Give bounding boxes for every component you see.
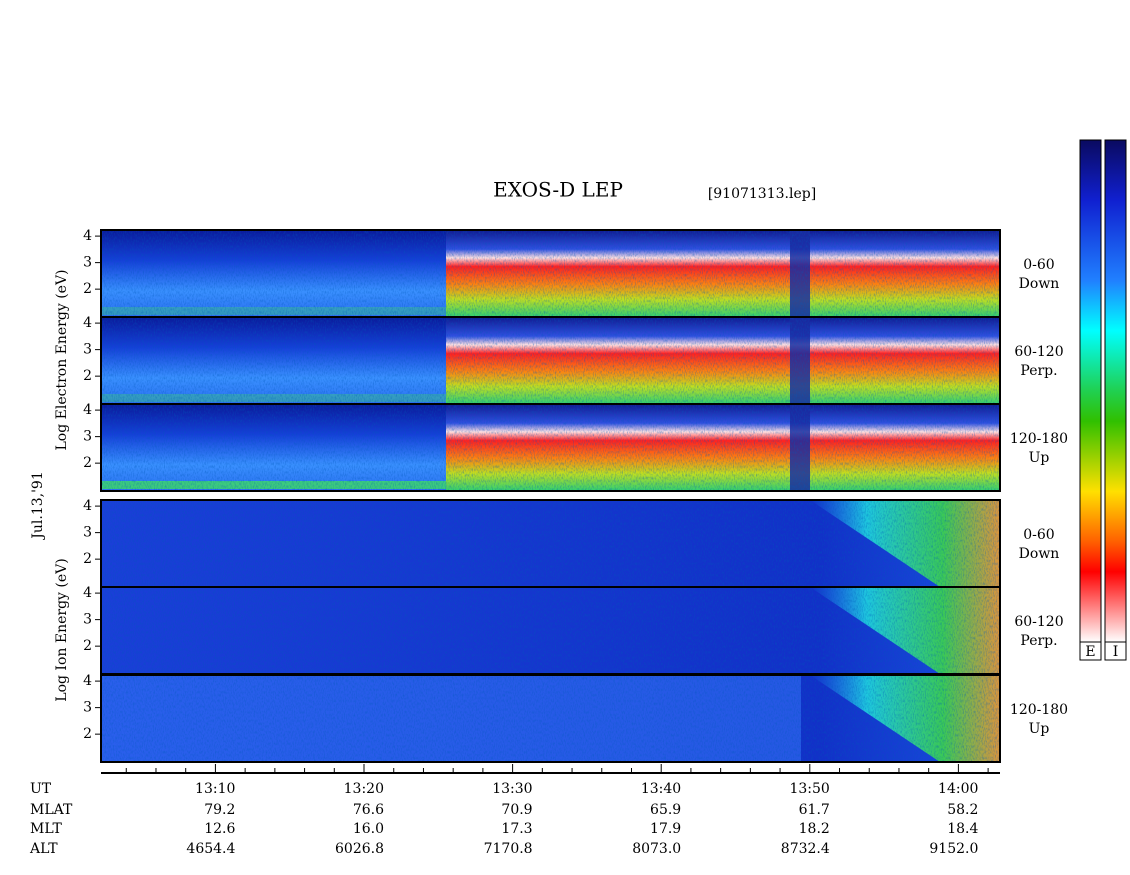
table-cell: 70.9: [501, 802, 532, 818]
y-axis-title: Log Electron Energy (eV): [54, 269, 70, 450]
y-tick-label: 3: [83, 255, 92, 271]
table-cell: 79.2: [204, 802, 235, 818]
table-cell: 6026.8: [335, 841, 384, 857]
colorbar-label: I: [1113, 644, 1119, 660]
y-tick-label: 2: [83, 726, 92, 742]
y-tick-label: 4: [83, 315, 92, 331]
row-label: UT: [30, 781, 52, 797]
x-tick-label: 13:30: [492, 781, 532, 797]
y-tick-label: 2: [83, 455, 92, 471]
y-tick-label: 3: [83, 342, 92, 358]
table-cell: 17.9: [650, 821, 681, 837]
x-tick-label: 13:20: [344, 781, 384, 797]
subtitle: [91071313.lep]: [708, 186, 816, 202]
table-cell: 8073.0: [632, 841, 681, 857]
table-cell: 61.7: [799, 802, 830, 818]
y-tick-label: 2: [83, 551, 92, 567]
table-cell: 9152.0: [929, 841, 978, 857]
panel-label: Perp.: [1020, 633, 1057, 649]
panel-label: 0-60: [1023, 257, 1054, 273]
y-tick-label: 4: [83, 498, 92, 514]
table-cell: 17.3: [501, 821, 532, 837]
panel-label: Down: [1019, 276, 1060, 292]
panel-frame: [100, 403, 1001, 492]
x-tick-label: 14:00: [938, 781, 978, 797]
row-label: ALT: [29, 841, 58, 857]
noise: [101, 317, 1000, 404]
colorbar: [1104, 139, 1127, 643]
panel-label: 120-180: [1010, 702, 1068, 718]
panel-frame: [100, 674, 1001, 763]
y-tick-label: 2: [83, 281, 92, 297]
table-cell: 58.2: [947, 802, 978, 818]
colorbars: E I: [1079, 139, 1127, 661]
noise: [101, 587, 1000, 674]
panel-label: 0-60: [1023, 527, 1054, 543]
colorbar-box: [1079, 641, 1102, 661]
x-tick-label: 13:40: [641, 781, 681, 797]
y-tick-label: 4: [83, 228, 92, 244]
noise: [101, 500, 1000, 587]
date-label: Jul.13,'91: [30, 471, 46, 540]
colorbar: [1079, 139, 1102, 643]
y-axis-title: Log Ion Energy (eV): [54, 558, 70, 701]
table-cell: 18.4: [947, 821, 978, 837]
row-label: MLT: [30, 821, 62, 837]
table-cell: 16.0: [353, 821, 384, 837]
table-cell: 12.6: [204, 821, 235, 837]
y-tick-label: 4: [83, 585, 92, 601]
y-tick-label: 4: [83, 673, 92, 689]
table-cell: 4654.4: [186, 841, 235, 857]
y-tick-label: 4: [83, 402, 92, 418]
panel-label: Up: [1029, 450, 1050, 466]
table-cell: 76.6: [353, 802, 384, 818]
table-cell: 18.2: [799, 821, 830, 837]
panel-label: 60-120: [1014, 344, 1063, 360]
y-tick-label: 2: [83, 368, 92, 384]
y-tick-label: 3: [83, 525, 92, 541]
y-tick-label: 3: [83, 429, 92, 445]
chart-title: EXOS-D LEP: [493, 178, 623, 202]
panel-label: Down: [1019, 546, 1060, 562]
panel-label: 120-180: [1010, 431, 1068, 447]
y-tick-label: 2: [83, 638, 92, 654]
panel-label: Up: [1029, 721, 1050, 737]
table-cell: 65.9: [650, 802, 681, 818]
colorbar-label: E: [1085, 644, 1095, 660]
noise: [101, 230, 1000, 317]
colorbar-box: [1104, 641, 1127, 661]
y-tick-label: 3: [83, 612, 92, 628]
table-cell: 7170.8: [484, 841, 533, 857]
row-label: MLAT: [30, 802, 73, 818]
x-tick-label: 13:50: [789, 781, 829, 797]
table-cell: 8732.4: [781, 841, 830, 857]
y-tick-label: 3: [83, 700, 92, 716]
x-tick-label: 13:10: [195, 781, 235, 797]
noise: [101, 404, 1000, 491]
panel-label: Perp.: [1020, 363, 1057, 379]
panel-label: 60-120: [1014, 614, 1063, 630]
noise: [101, 675, 1000, 762]
